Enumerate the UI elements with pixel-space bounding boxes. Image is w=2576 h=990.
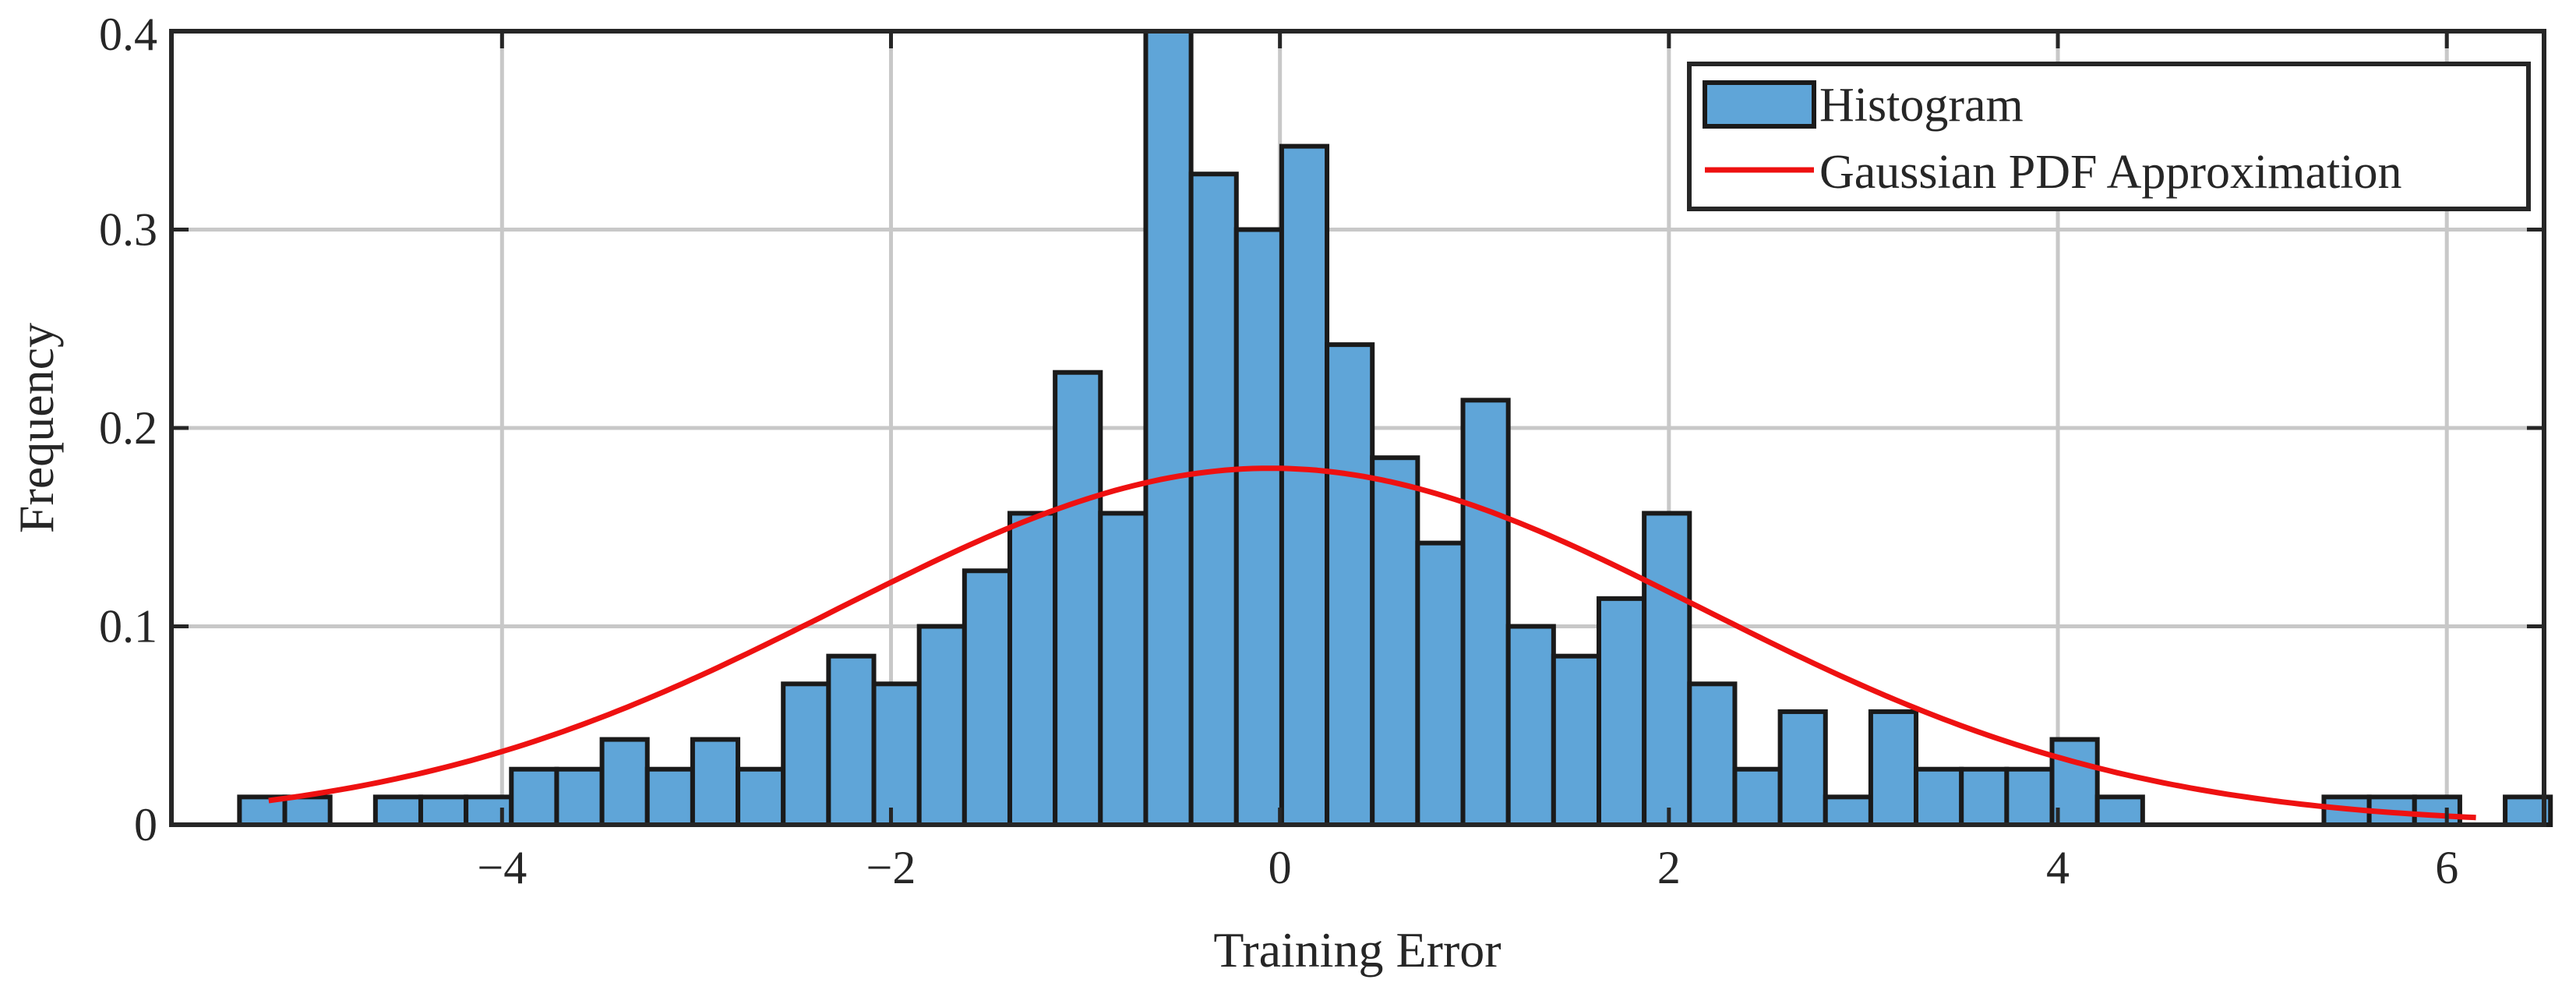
- legend-label-histogram: Histogram: [1819, 79, 2024, 132]
- histogram-bar: [1007, 511, 1058, 827]
- histogram-bar: [1959, 766, 2010, 827]
- x-tick-label: 2: [1657, 842, 1681, 893]
- y-tick-label: 0.3: [99, 204, 157, 256]
- y-axis-label: Frequency: [9, 323, 64, 533]
- y-tick-label: 0.2: [99, 402, 157, 454]
- x-tick-label: 6: [2435, 842, 2458, 893]
- histogram-bar: [1505, 624, 1556, 827]
- x-axis-label: Training Error: [1213, 922, 1501, 978]
- gaussian-curve-layer: [268, 465, 2476, 821]
- histogram-bar: [736, 766, 786, 827]
- histogram-bar: [644, 766, 695, 827]
- histogram-bar: [781, 681, 831, 827]
- x-tick-label: −4: [477, 842, 527, 893]
- histogram-bar: [509, 766, 559, 827]
- histogram-bar: [1823, 794, 1873, 827]
- histogram-bar: [871, 681, 922, 827]
- legend-box: [1687, 62, 2531, 211]
- histogram-bar: [1370, 455, 1420, 827]
- gaussian-pdf-line: [268, 465, 2476, 821]
- histogram-bar: [1188, 171, 1239, 828]
- y-tick-label: 0.4: [99, 9, 157, 60]
- histogram-bar: [1642, 511, 1692, 827]
- x-tick-label: 0: [1269, 842, 1292, 893]
- histogram-bar: [1233, 227, 1284, 827]
- histogram-bar: [826, 653, 877, 827]
- legend-label-gaussian: Gaussian PDF Approximation: [1819, 146, 2401, 199]
- histogram-bar: [916, 624, 967, 827]
- histogram-bar: [2412, 794, 2462, 827]
- histogram-bar: [1053, 369, 1103, 827]
- x-tick-label: −2: [866, 842, 916, 893]
- legend: Histogram Gaussian PDF Approximation: [1687, 62, 2531, 211]
- histogram-bar: [554, 766, 605, 827]
- histogram-bar: [599, 737, 650, 827]
- histogram-bar: [1687, 681, 1738, 827]
- histogram-bar: [418, 794, 469, 827]
- histogram-bar: [1596, 596, 1647, 827]
- histogram-bar: [1868, 709, 1919, 827]
- histogram-bar: [1143, 29, 1194, 827]
- histogram-bar: [1914, 766, 1964, 827]
- histogram-bar: [1732, 766, 1783, 827]
- histogram-bar: [690, 737, 741, 827]
- histogram-bar: [1777, 709, 1828, 827]
- y-tick-label: 0: [134, 799, 157, 850]
- histogram-bar: [1279, 143, 1330, 828]
- histogram-bar: [1325, 342, 1375, 827]
- histogram-bar: [464, 794, 514, 827]
- axis-ticks: [171, 29, 2544, 827]
- y-tick-label: 0.1: [99, 601, 157, 652]
- legend-swatch-histogram: [1703, 80, 1816, 129]
- histogram-bar: [1415, 540, 1466, 827]
- histogram-bar: [372, 794, 423, 827]
- histogram-bar: [282, 794, 333, 827]
- histogram-bar: [2004, 766, 2055, 827]
- tick-labels: −4 −2 0 2 4 6 0 0.1 0.2 0.3 0.4: [99, 9, 2458, 893]
- histogram-bar: [962, 568, 1012, 827]
- histogram-bar: [2094, 794, 2145, 827]
- x-tick-label: 4: [2046, 842, 2070, 893]
- histogram-bar: [1098, 511, 1149, 827]
- histogram-bar: [1460, 398, 1511, 827]
- histogram-bar: [1551, 653, 1601, 827]
